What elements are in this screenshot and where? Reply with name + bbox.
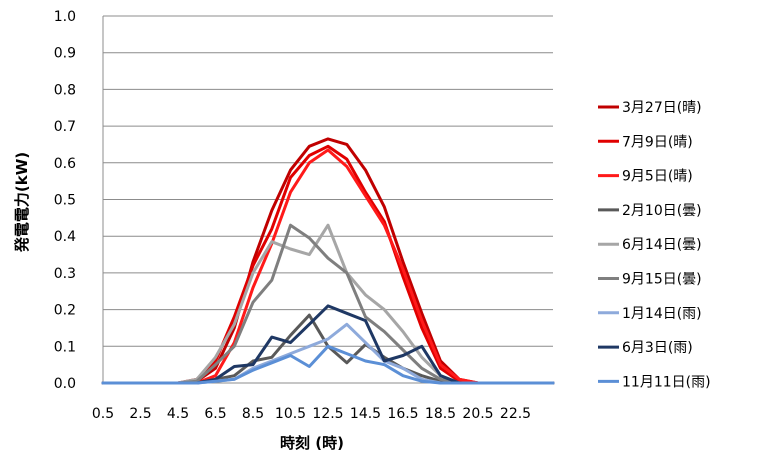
y-tick-label: 0.6 [54,156,76,172]
series-line [101,223,555,385]
y-tick-label: 0.0 [54,376,76,392]
x-tick-label: 20.5 [462,406,493,422]
series-lines [101,137,555,385]
y-tick-label: 0.2 [54,303,76,319]
x-tick-label: 22.5 [500,406,531,422]
x-tick-label: 0.5 [92,406,114,422]
legend-label: 7月9日(晴) [622,134,693,150]
legend: 3月27日(晴) 7月9日(晴) 9月5日(晴) 2月10日(曇) 6月14日(曇) 9月… [598,100,711,390]
legend-label: 3月27日(晴) [622,100,702,116]
y-tick-label: 0.1 [54,339,76,355]
series-line [101,344,555,385]
y-tick-label: 1.0 [54,9,76,25]
x-tick-labels: 0.5 2.5 4.5 6.5 8.5 10.5 12.5 14.5 16.5 18.5 20.5 2… [92,406,531,422]
legend-label: 1月14日(雨) [622,306,702,322]
x-tick-label: 14.5 [350,406,381,422]
y-tick-label: 0.9 [54,46,76,62]
x-tick-label: 4.5 [167,406,189,422]
y-tick-labels: 0.0 0.1 0.2 0.3 0.4 0.5 0.6 0.7 0.8 0.9 1.0 [54,9,76,392]
legend-label: 9月15日(曇) [622,272,702,288]
x-tick-label: 10.5 [275,406,306,422]
y-tick-label: 0.8 [54,82,76,98]
y-tick-label: 0.5 [54,193,76,209]
x-tick-label: 16.5 [387,406,418,422]
series-line [101,313,555,385]
y-tick-label: 0.7 [54,119,76,135]
series-line [101,223,555,385]
series-line [101,322,555,385]
legend-label: 11月11日(雨) [622,374,711,390]
y-axis-title: 発電電力(kW) [13,152,31,253]
legend-label: 6月14日(曇) [622,237,702,253]
x-tick-label: 12.5 [312,406,343,422]
y-tick-label: 0.4 [54,229,76,245]
gridlines [103,15,553,347]
legend-label: 9月5日(晴) [622,169,693,185]
legend-label: 6月3日(雨) [622,340,693,356]
x-tick-label: 8.5 [242,406,264,422]
x-tick-label: 18.5 [425,406,456,422]
y-tick-label: 0.3 [54,266,76,282]
x-axis-title: 時刻 (時) [280,434,344,452]
legend-label: 2月10日(曇) [622,203,702,219]
x-tick-label: 2.5 [129,406,151,422]
x-tick-label: 6.5 [204,406,226,422]
